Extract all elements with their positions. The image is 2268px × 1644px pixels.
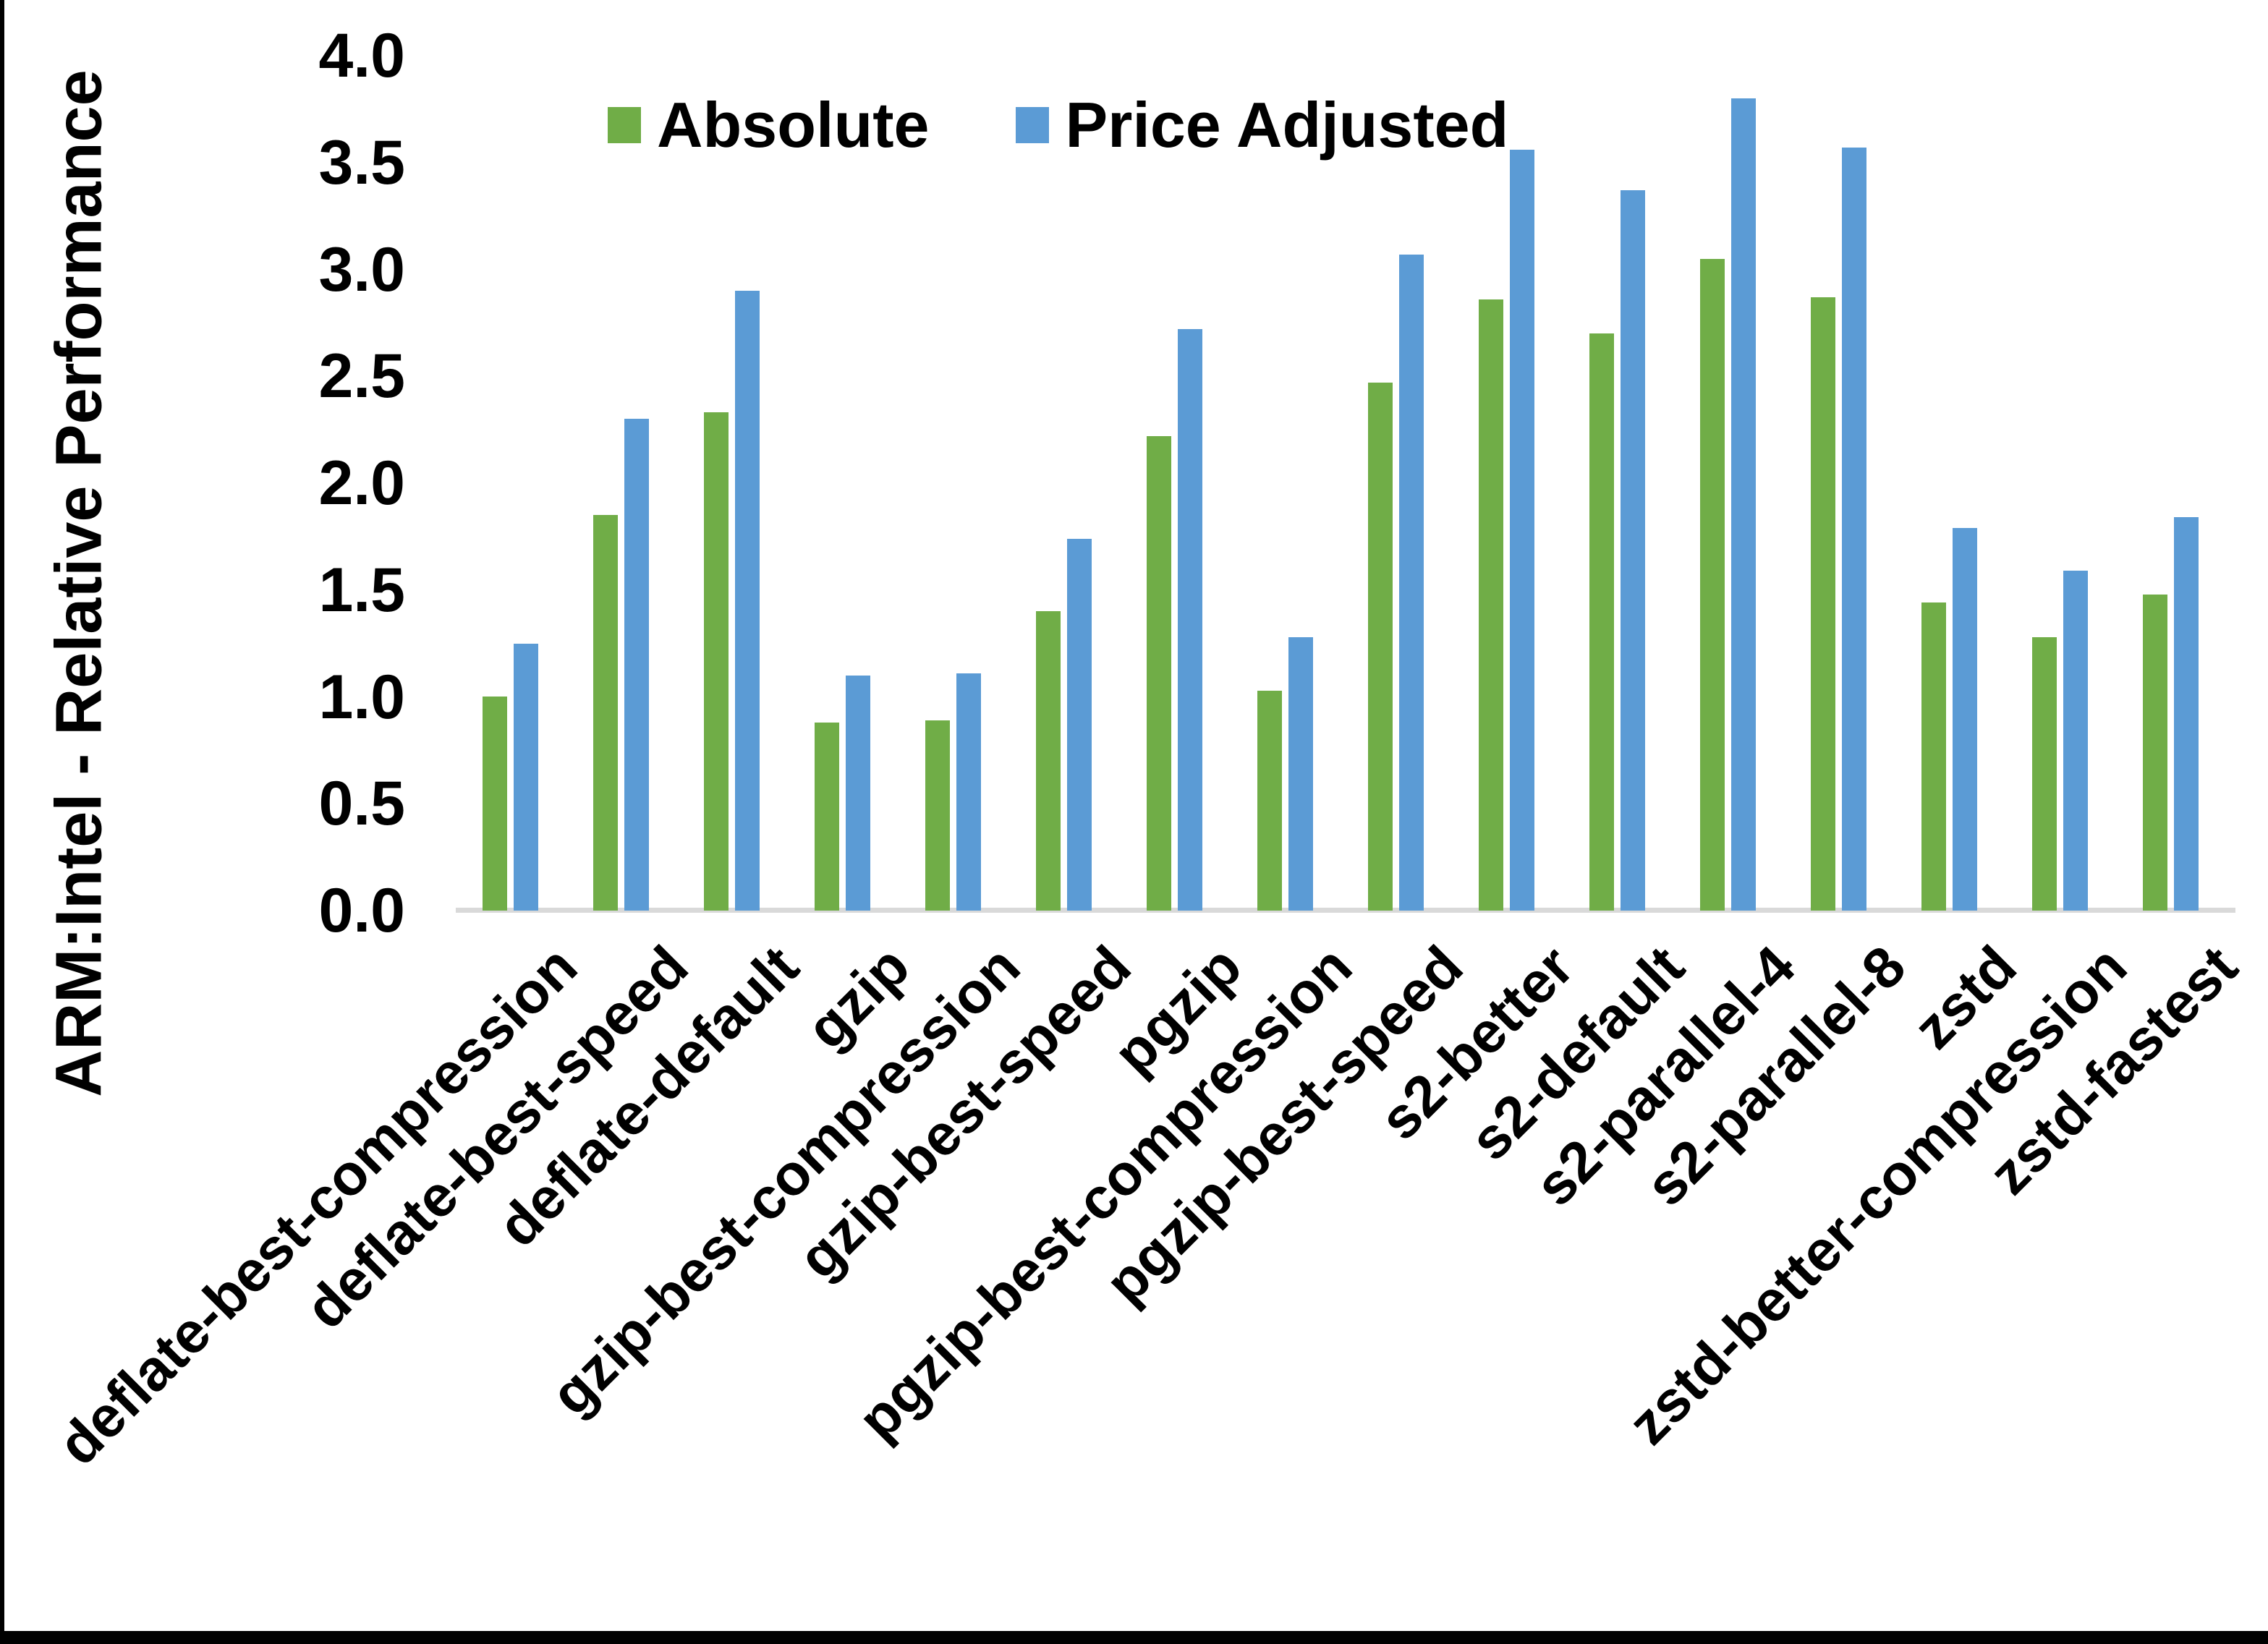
y-tick-label-1.5: 1.5	[318, 555, 405, 625]
bar-zstd-price-adjusted	[1953, 528, 1977, 911]
y-tick-label-0.0: 0.0	[318, 876, 405, 945]
bar-deflate-best-speed-absolute	[593, 515, 618, 911]
bar-s2-parallel-8-price-adjusted	[1842, 148, 1866, 911]
bar-gzip-best-compression-price-adjusted	[956, 673, 981, 911]
bar-gzip-best-speed-absolute	[1036, 611, 1061, 911]
y-tick-label-3.5: 3.5	[318, 127, 405, 197]
bar-pgzip-price-adjusted	[1178, 329, 1202, 911]
plot-area	[456, 0, 2235, 913]
bar-deflate-best-compression-price-adjusted	[514, 644, 538, 911]
y-tick-label-3.0: 3.0	[318, 234, 405, 304]
bar-pgzip-best-speed-absolute	[1368, 383, 1393, 911]
frame-border-left	[0, 0, 4, 1644]
bar-pgzip-best-compression-absolute	[1257, 691, 1282, 911]
legend-item-absolute: Absolute	[608, 88, 929, 162]
bar-zstd-better-compression-absolute	[2032, 637, 2057, 911]
bar-deflate-best-compression-absolute	[483, 697, 507, 911]
y-tick-label-1.0: 1.0	[318, 662, 405, 732]
bar-zstd-fastest-price-adjusted	[2174, 517, 2199, 911]
legend-label: Price Adjusted	[1065, 89, 1509, 161]
y-tick-label-4.0: 4.0	[318, 21, 405, 90]
bar-s2-parallel-8-absolute	[1811, 297, 1835, 911]
y-axis-title: ARM:Intel - Relative Performance	[43, 69, 116, 1097]
bar-s2-parallel-4-price-adjusted	[1731, 98, 1756, 911]
bar-s2-parallel-4-absolute	[1700, 259, 1725, 911]
bar-pgzip-absolute	[1147, 436, 1171, 911]
bar-pgzip-best-compression-price-adjusted	[1288, 637, 1313, 911]
bar-zstd-fastest-absolute	[2143, 595, 2167, 911]
bar-s2-better-price-adjusted	[1510, 150, 1534, 911]
bar-gzip-best-compression-absolute	[925, 720, 950, 911]
bar-deflate-best-speed-price-adjusted	[624, 419, 649, 911]
bar-gzip-best-speed-price-adjusted	[1067, 539, 1092, 911]
y-tick-label-0.5: 0.5	[318, 769, 405, 839]
frame-border-bottom	[0, 1631, 2268, 1644]
legend-label: Absolute	[657, 89, 930, 161]
bar-pgzip-best-speed-price-adjusted	[1399, 255, 1424, 911]
bar-gzip-absolute	[815, 723, 839, 911]
bar-zstd-better-compression-price-adjusted	[2063, 571, 2088, 911]
bar-s2-default-absolute	[1589, 333, 1614, 911]
bar-gzip-price-adjusted	[846, 676, 870, 911]
bar-deflate-default-absolute	[704, 412, 729, 911]
legend-swatch-icon	[608, 107, 641, 143]
bar-s2-better-absolute	[1479, 299, 1503, 911]
legend: Absolute Price Adjusted	[608, 88, 1508, 162]
bar-s2-default-price-adjusted	[1621, 190, 1645, 911]
y-tick-label-2.5: 2.5	[318, 341, 405, 412]
legend-swatch-icon	[1016, 107, 1050, 143]
x-axis-line	[456, 908, 2235, 913]
bar-deflate-default-price-adjusted	[735, 291, 760, 911]
legend-item-price-adjusted: Price Adjusted	[1016, 88, 1508, 162]
y-tick-label-2.0: 2.0	[318, 448, 405, 518]
bar-zstd-absolute	[1921, 602, 1946, 911]
